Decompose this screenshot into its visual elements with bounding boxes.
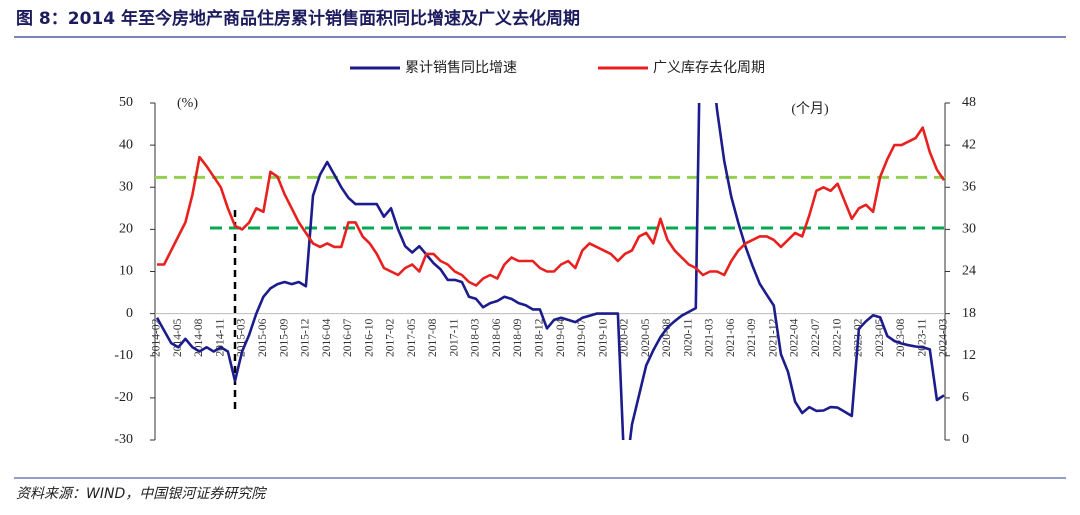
x-tick-label: 2015-06 xyxy=(257,318,269,357)
x-tick-label: 2017-11 xyxy=(448,318,460,356)
x-tick-label: 2018-09 xyxy=(512,318,524,357)
y2-tick-label: 42 xyxy=(962,137,976,152)
x-tick-label: 2016-07 xyxy=(342,318,354,357)
legend-label: 累计销售同比增速 xyxy=(405,60,517,76)
y2-tick-label: 12 xyxy=(962,348,976,363)
x-tick-label: 2017-02 xyxy=(385,318,397,357)
series-line xyxy=(157,126,946,287)
x-tick-label: 2020-05 xyxy=(640,318,652,357)
x-tick-label: 2021-06 xyxy=(725,318,737,357)
y-tick-label: -20 xyxy=(114,390,133,405)
y2-tick-label: 48 xyxy=(962,95,976,110)
y-tick-label: -10 xyxy=(114,348,133,363)
y2-tick-label: 18 xyxy=(962,306,976,321)
x-tick-label: 2014-11 xyxy=(214,318,226,356)
x-tick-label: 2020-08 xyxy=(661,318,673,357)
x-tick-label: 2018-06 xyxy=(491,318,503,357)
chart-title: 图 8：2014 年至今房地产商品住房累计销售面积同比增速及广义去化周期 xyxy=(16,8,580,29)
x-tick-label: 2014-05 xyxy=(172,318,184,357)
y-tick-label: 50 xyxy=(119,95,133,110)
y2-unit: (个月) xyxy=(791,101,829,117)
x-tick-label: 2015-12 xyxy=(300,318,312,357)
y-tick-label: 30 xyxy=(119,179,133,194)
y-tick-label: -30 xyxy=(114,432,133,447)
x-tick-label: 2015-09 xyxy=(278,318,290,357)
x-tick-label: 2017-08 xyxy=(427,318,439,357)
y-tick-label: 0 xyxy=(126,306,133,321)
x-tick-label: 2023-11 xyxy=(916,318,928,356)
y-tick-label: 10 xyxy=(119,264,133,279)
x-tick-label: 2014-08 xyxy=(193,318,205,357)
x-tick-label: 2022-07 xyxy=(810,318,822,357)
x-tick-label: 2018-12 xyxy=(534,318,546,357)
legend-label: 广义库存去化周期 xyxy=(653,60,765,76)
y2-tick-label: 36 xyxy=(962,179,976,194)
y-tick-label: 20 xyxy=(119,222,133,237)
y2-tick-label: 30 xyxy=(962,222,976,237)
x-tick-label: 2022-04 xyxy=(789,318,801,357)
x-tick-label: 2024-03 xyxy=(938,318,950,357)
y2-tick-label: 0 xyxy=(962,432,969,447)
source: 资料来源：WIND，中国银河证券研究院 xyxy=(16,486,267,502)
x-tick-label: 2023-08 xyxy=(895,318,907,357)
x-tick-label: 2019-04 xyxy=(555,318,567,357)
y2-tick-label: 6 xyxy=(962,390,969,405)
x-tick-label: 2016-04 xyxy=(321,318,333,357)
series-line xyxy=(155,103,945,440)
x-tick-label: 2017-05 xyxy=(406,318,418,357)
x-tick-label: 2023-05 xyxy=(874,318,886,357)
plot-area xyxy=(155,103,946,440)
x-tick-label: 2019-07 xyxy=(576,318,588,357)
x-tick-label: 2020-11 xyxy=(682,318,694,356)
x-tick-label: 2016-10 xyxy=(363,318,375,357)
x-tick-label: 2022-10 xyxy=(831,318,843,357)
y-tick-label: 40 xyxy=(119,137,133,152)
x-tick-label: 2019-10 xyxy=(597,318,609,357)
y2-tick-label: 24 xyxy=(962,264,976,279)
x-tick-label: 2021-09 xyxy=(746,318,758,357)
x-tick-label: 2014-02 xyxy=(151,318,163,357)
y-unit: (%) xyxy=(177,96,198,111)
x-tick-label: 2021-03 xyxy=(704,318,716,357)
x-tick-label: 2020-02 xyxy=(619,318,631,357)
x-tick-label: 2018-03 xyxy=(470,318,482,357)
